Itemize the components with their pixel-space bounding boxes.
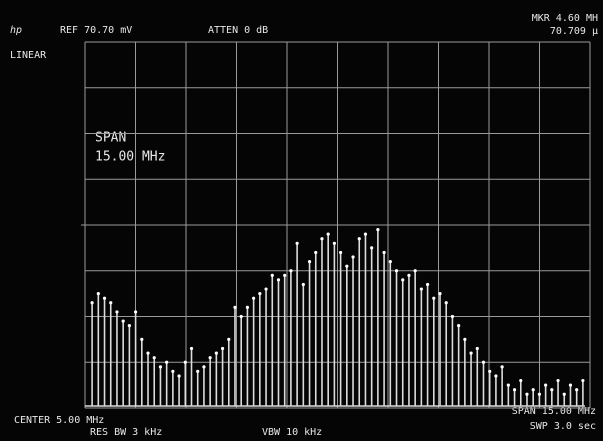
page: {"header": {"logo": "hp", "ref": "REF 70… bbox=[0, 0, 603, 441]
spectral-peak bbox=[227, 338, 230, 341]
spectral-peak bbox=[146, 352, 149, 355]
spectral-peak bbox=[376, 228, 379, 231]
spectral-peak bbox=[519, 379, 522, 382]
spectral-peak bbox=[569, 384, 572, 387]
spectral-peak bbox=[153, 356, 156, 359]
spectral-peak bbox=[420, 287, 423, 290]
spectral-peak bbox=[544, 384, 547, 387]
spectral-peak bbox=[494, 374, 497, 377]
spectral-peak bbox=[513, 388, 516, 391]
spectral-peak bbox=[196, 370, 199, 373]
spectral-peak bbox=[202, 365, 205, 368]
spectral-peak bbox=[240, 315, 243, 318]
spectral-peak bbox=[184, 361, 187, 364]
spectral-peak bbox=[401, 278, 404, 281]
marker-value: 70.709 µ bbox=[550, 26, 598, 37]
spectral-peak bbox=[351, 255, 354, 258]
logo: hp bbox=[10, 25, 22, 36]
spectral-peak bbox=[97, 292, 100, 295]
spectral-peak bbox=[165, 361, 168, 364]
spectral-peak bbox=[209, 356, 212, 359]
spectral-peak bbox=[233, 306, 236, 309]
spectral-peak bbox=[395, 269, 398, 272]
spectral-peak bbox=[246, 306, 249, 309]
spectral-peak bbox=[283, 274, 286, 277]
spectral-peak bbox=[122, 319, 125, 322]
spectral-peak bbox=[271, 274, 274, 277]
spectral-peak bbox=[302, 283, 305, 286]
spectral-peak bbox=[177, 374, 180, 377]
spectral-peak bbox=[445, 301, 448, 304]
span-value: 15.00 MHz bbox=[95, 150, 165, 165]
spectral-peak bbox=[296, 242, 299, 245]
spectral-peak bbox=[140, 338, 143, 341]
spectral-peak bbox=[501, 365, 504, 368]
spectral-peak bbox=[457, 324, 460, 327]
spectral-peak bbox=[333, 242, 336, 245]
spectral-peak bbox=[538, 393, 541, 396]
spectral-peak bbox=[358, 237, 361, 240]
center-frequency: CENTER 5.00 MHz bbox=[14, 415, 104, 426]
spectral-peak bbox=[277, 278, 280, 281]
spectral-peak bbox=[221, 347, 224, 350]
spectral-peak bbox=[289, 269, 292, 272]
spectral-peak bbox=[438, 292, 441, 295]
spectral-peak bbox=[525, 393, 528, 396]
spectral-peak bbox=[159, 365, 162, 368]
spectral-peak bbox=[109, 301, 112, 304]
spectral-peak bbox=[426, 283, 429, 286]
spectral-peak bbox=[252, 297, 255, 300]
spectral-peak bbox=[128, 324, 131, 327]
spectral-peak bbox=[563, 393, 566, 396]
spectral-peak bbox=[488, 370, 491, 373]
spectral-peak bbox=[320, 237, 323, 240]
spectral-peak bbox=[103, 297, 106, 300]
spectral-peak bbox=[215, 352, 218, 355]
screen-background bbox=[0, 0, 603, 441]
spectral-peak bbox=[364, 233, 367, 236]
spectral-peak bbox=[382, 251, 385, 254]
spectral-peak bbox=[345, 265, 348, 268]
spectral-peak bbox=[581, 379, 584, 382]
resolution-bandwidth: RES BW 3 kHz bbox=[90, 427, 162, 438]
spectral-peak bbox=[414, 269, 417, 272]
spectral-peak bbox=[432, 297, 435, 300]
spectral-peak bbox=[134, 310, 137, 313]
marker-frequency: MKR 4.60 MH bbox=[532, 13, 598, 24]
spectral-peak bbox=[575, 388, 578, 391]
spectral-peak bbox=[91, 301, 94, 304]
video-bandwidth: VBW 10 kHz bbox=[262, 427, 322, 438]
spectral-peak bbox=[476, 347, 479, 350]
spectral-peak bbox=[264, 287, 267, 290]
spectral-peak bbox=[339, 251, 342, 254]
attenuation: ATTEN 0 dB bbox=[208, 25, 268, 36]
spectral-peak bbox=[370, 246, 373, 249]
spectral-peak bbox=[308, 260, 311, 263]
span-label: SPAN bbox=[95, 131, 126, 146]
scale-mode: LINEAR bbox=[10, 50, 47, 61]
spectral-peak bbox=[327, 233, 330, 236]
spectral-peak bbox=[407, 274, 410, 277]
spectral-peak bbox=[115, 310, 118, 313]
spectral-peak bbox=[463, 338, 466, 341]
spectral-peak bbox=[314, 251, 317, 254]
analyzer-screen: hp REF 70.70 mV ATTEN 0 dB MKR 4.60 MH 7… bbox=[0, 0, 603, 441]
spectral-peak bbox=[507, 384, 510, 387]
spectral-peak bbox=[389, 260, 392, 263]
spectral-peak bbox=[550, 388, 553, 391]
sweep-time: SWP 3.0 sec bbox=[530, 421, 596, 432]
spectral-peak bbox=[482, 361, 485, 364]
reference-level: REF 70.70 mV bbox=[60, 25, 132, 36]
spectral-peak bbox=[532, 388, 535, 391]
spectral-peak bbox=[190, 347, 193, 350]
spectral-peak bbox=[451, 315, 454, 318]
spectral-peak bbox=[171, 370, 174, 373]
spectral-peak bbox=[258, 292, 261, 295]
spectral-peak bbox=[556, 379, 559, 382]
spectral-peak bbox=[469, 352, 472, 355]
